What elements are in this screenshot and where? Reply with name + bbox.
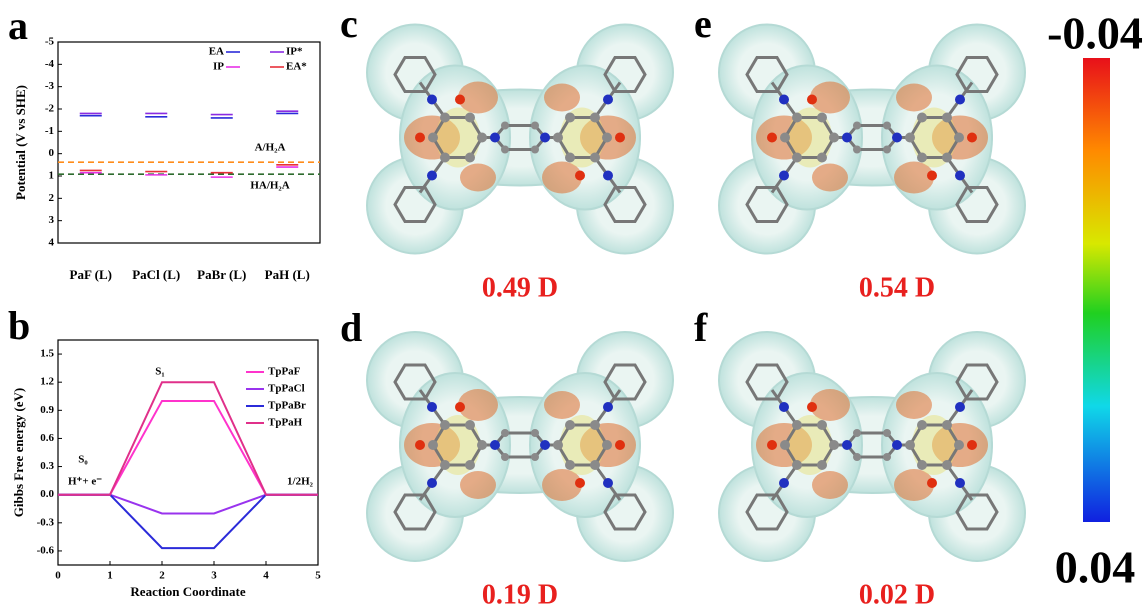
legend-label: TpPaH: [268, 417, 303, 429]
y-tick-label: 0: [49, 147, 55, 159]
y-tick-label: 3: [49, 214, 55, 226]
colorbar-label: 0.04: [1055, 542, 1136, 593]
x-tick-label: 2: [159, 570, 165, 582]
y-tick-label: -5: [45, 36, 55, 48]
legend-label: TpPaCl: [268, 383, 305, 395]
annotation: S₁: [155, 366, 164, 378]
legend-label: IP*: [286, 46, 303, 58]
colorbar: [1083, 58, 1110, 522]
annotation: S₀: [78, 454, 88, 466]
x-tick-label: PaBr (L): [197, 267, 246, 282]
y-tick-label: -3: [45, 80, 55, 92]
y-axis-label: Potential (V vs SHE): [13, 85, 28, 200]
figure: abcdef0.49 D0.19 D0.54 D0.02 D-0.040.04-…: [0, 0, 1148, 608]
legend-label: TpPaF: [268, 366, 301, 378]
y-tick-label: 1.2: [40, 376, 54, 388]
legend-label: TpPaBr: [268, 400, 306, 412]
panel-label: f: [694, 305, 708, 350]
y-tick-label: -4: [45, 58, 55, 70]
reference-label: A/H₂A: [255, 142, 286, 154]
y-tick-label: 4: [49, 237, 55, 249]
series-line: [58, 495, 318, 514]
molecule-c: [367, 25, 673, 254]
panel-label: b: [8, 303, 30, 348]
y-tick-label: 1.5: [40, 348, 54, 360]
dipole-label: 0.49 D: [482, 272, 558, 303]
legend-label: EA: [209, 46, 224, 58]
legend-label: EA*: [286, 61, 307, 73]
molecule-f: [719, 332, 1025, 561]
page: {"chart_data": [ {"type": "level", "ylab…: [0, 0, 1148, 608]
dipole-label: 0.19 D: [482, 579, 558, 608]
body: abcdef0.49 D0.19 D0.54 D0.02 D-0.040.04-…: [0, 0, 1148, 608]
dipole-label: 0.02 D: [859, 579, 935, 608]
y-axis-label: Gibbs Free energy (eV): [11, 388, 26, 517]
x-axis-label: Reaction Coordinate: [130, 584, 245, 599]
y-tick-label: 1: [49, 170, 55, 182]
annotation: H⁺+ e⁻: [68, 476, 102, 488]
panel-label: d: [340, 305, 362, 350]
legend-label: IP: [213, 61, 224, 73]
x-tick-label: 5: [315, 570, 321, 582]
colorbar-label: -0.04: [1047, 8, 1143, 59]
x-tick-label: 0: [55, 570, 61, 582]
y-tick-label: -2: [45, 103, 55, 115]
series-line: [58, 495, 318, 548]
panel-label: e: [694, 1, 712, 46]
y-tick-label: 0.3: [40, 460, 54, 472]
reference-label: HA/H₂A: [250, 180, 289, 192]
y-tick-label: -0.6: [37, 544, 55, 556]
annotation: 1/2H₂: [287, 476, 314, 488]
x-tick-label: 1: [107, 570, 113, 582]
x-tick-label: PaCl (L): [132, 267, 180, 282]
molecule-e: [719, 25, 1025, 254]
y-tick-label: -0.3: [37, 516, 55, 528]
y-tick-label: -1: [45, 125, 54, 137]
y-tick-label: 0.0: [40, 488, 54, 500]
panel-label: c: [340, 1, 358, 46]
dipole-label: 0.54 D: [859, 272, 935, 303]
molecule-d: [367, 332, 673, 561]
y-tick-label: 0.6: [40, 432, 54, 444]
x-tick-label: 3: [211, 570, 217, 582]
x-tick-label: 4: [263, 570, 269, 582]
y-tick-label: 0.9: [40, 404, 54, 416]
y-tick-label: 2: [49, 192, 55, 204]
panel-label: a: [8, 3, 28, 48]
x-tick-label: PaH (L): [265, 267, 310, 282]
x-tick-label: PaF (L): [70, 267, 112, 282]
